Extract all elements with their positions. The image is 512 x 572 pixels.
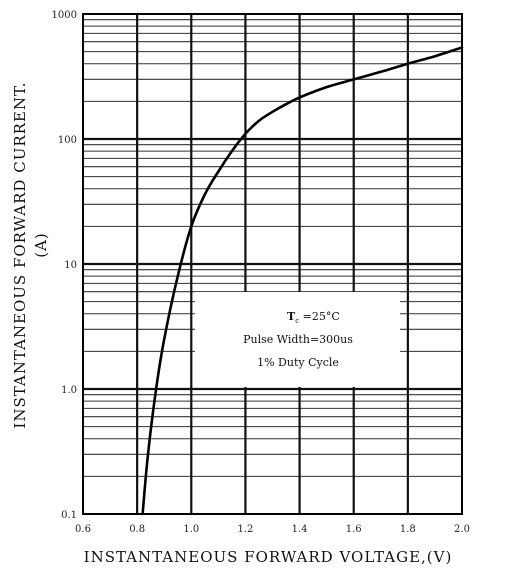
y-tick-label: 1000 [52, 10, 77, 21]
y-axis-unit: (A) [32, 232, 50, 258]
x-axis-title: INSTANTANEOUS FORWARD VOLTAGE,(V) [84, 548, 453, 566]
x-tick-labels: 0.6 0.8 1.0 1.2 1.4 1.6 1.8 2.0 [75, 524, 470, 535]
test-conditions-box: Tc =25°C Pulse Width=300us 1% Duty Cycle [195, 292, 400, 387]
annotation-duty-cycle: 1% Duty Cycle [257, 356, 339, 369]
y-axis-title: INSTANTANEOUS FORWARD CURRENT. [11, 81, 29, 428]
x-tick-label: 1.8 [400, 524, 416, 535]
annotation-temperature: Tc =25°C [287, 310, 340, 325]
x-tick-label: 0.6 [75, 524, 91, 535]
x-tick-label: 1.0 [183, 524, 199, 535]
y-tick-label: 10 [64, 260, 77, 271]
x-tick-label: 2.0 [454, 524, 470, 535]
grid-major-lines [83, 14, 462, 514]
forward-current-curve [141, 46, 464, 516]
x-tick-label: 1.6 [346, 524, 362, 535]
y-tick-label: 0.1 [61, 510, 77, 521]
annotation-pulse-width: Pulse Width=300us [243, 333, 353, 346]
x-tick-label: 0.8 [129, 524, 145, 535]
grid-minor-lines [83, 19, 462, 477]
x-tick-label: 1.4 [292, 524, 308, 535]
y-tick-labels: 0.1 1.0 10 100 1000 [52, 10, 77, 521]
y-tick-label: 1.0 [61, 385, 77, 396]
y-tick-label: 100 [58, 135, 77, 146]
x-tick-label: 1.2 [237, 524, 253, 535]
plot-frame [82, 13, 463, 515]
annotation-background [195, 292, 400, 387]
